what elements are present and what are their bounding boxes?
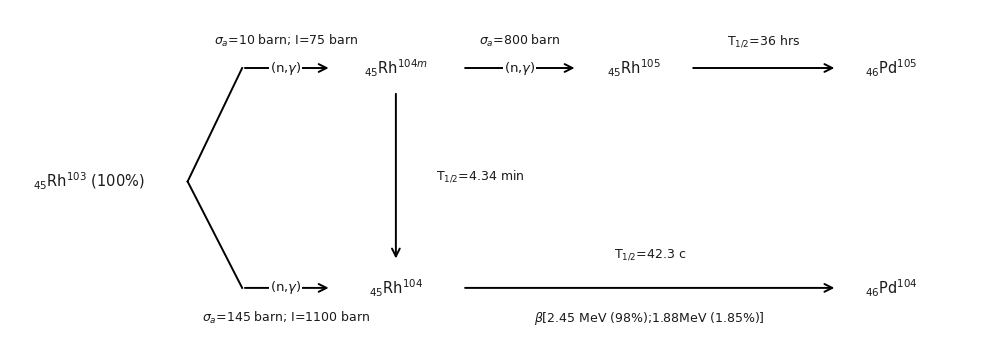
Text: (n,$\gamma$): (n,$\gamma$) [270, 280, 302, 297]
Text: T$_{1/2}$=42.3 c: T$_{1/2}$=42.3 c [614, 247, 686, 262]
Text: (n,$\gamma$): (n,$\gamma$) [504, 60, 536, 77]
Text: $\sigma_a$=145 barn; I=1100 barn: $\sigma_a$=145 barn; I=1100 barn [202, 310, 370, 326]
Text: $_{45}$Rh$^{104}$: $_{45}$Rh$^{104}$ [369, 277, 423, 299]
Text: $\sigma_a$=800 barn: $\sigma_a$=800 barn [479, 33, 561, 49]
Text: $_{45}$Rh$^{105}$: $_{45}$Rh$^{105}$ [607, 57, 661, 79]
Text: $_{45}$Rh$^{104m}$: $_{45}$Rh$^{104m}$ [364, 57, 428, 79]
Text: T$_{1/2}$=36 hrs: T$_{1/2}$=36 hrs [727, 33, 800, 49]
Text: $\beta$[2.45 MeV (98%);1.88MeV (1.85%)]: $\beta$[2.45 MeV (98%);1.88MeV (1.85%)] [534, 310, 765, 327]
Text: $_{45}$Rh$^{103}$ (100%): $_{45}$Rh$^{103}$ (100%) [33, 171, 144, 192]
Text: (n,$\gamma$): (n,$\gamma$) [270, 60, 302, 77]
Text: $\sigma_a$=10 barn; I=75 barn: $\sigma_a$=10 barn; I=75 barn [214, 33, 358, 49]
Text: $_{46}$Pd$^{104}$: $_{46}$Pd$^{104}$ [865, 277, 918, 299]
Text: $_{46}$Pd$^{105}$: $_{46}$Pd$^{105}$ [865, 57, 918, 79]
Text: T$_{1/2}$=4.34 min: T$_{1/2}$=4.34 min [436, 168, 524, 184]
